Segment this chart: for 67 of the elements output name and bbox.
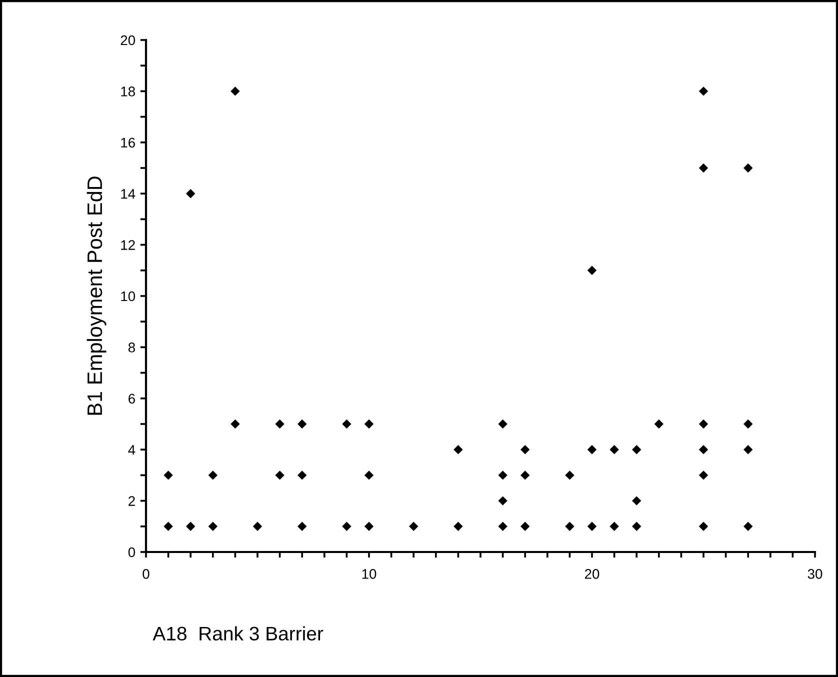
x-axis-title: A18 Rank 3 Barrier: [152, 626, 324, 641]
point: [364, 522, 374, 532]
y-axis-title: B1 Employment Post EdD: [86, 176, 106, 415]
point: [587, 444, 597, 454]
y-tick-label: 10: [121, 291, 136, 302]
point: [230, 86, 240, 96]
y-tick-label: 2: [128, 496, 135, 506]
point: [208, 470, 218, 480]
point: [342, 419, 352, 429]
x-tick-label: 30: [808, 569, 822, 579]
point: [186, 522, 196, 532]
point: [698, 470, 708, 480]
point: [698, 86, 708, 96]
y-tick-label: 0: [128, 547, 136, 558]
point: [698, 522, 708, 532]
point: [454, 444, 463, 454]
point: [698, 444, 708, 454]
y-tick-label: 14: [121, 189, 136, 199]
point: [587, 266, 597, 276]
point: [743, 163, 753, 173]
x-tick-label: 20: [584, 569, 600, 579]
point: [565, 470, 574, 480]
point: [632, 444, 642, 454]
point: [743, 444, 753, 454]
point: [698, 419, 708, 429]
point: [230, 419, 240, 429]
point: [743, 522, 753, 532]
point: [297, 470, 307, 480]
x-tick-label: 10: [362, 569, 376, 579]
point: [297, 522, 307, 532]
point: [498, 419, 508, 429]
point: [297, 419, 307, 429]
y-tick-label: 18: [121, 86, 135, 96]
point: [520, 522, 530, 532]
point: [208, 522, 218, 532]
point: [275, 470, 284, 480]
y-tick-label: 4: [128, 445, 136, 455]
point: [275, 419, 284, 429]
point: [587, 522, 597, 532]
y-tick-label: 20: [120, 35, 136, 46]
point: [498, 496, 508, 506]
point: [520, 444, 530, 454]
y-tick-label: 16: [121, 138, 135, 148]
point: [342, 522, 352, 532]
point: [520, 470, 530, 480]
point: [498, 470, 508, 480]
point: [164, 522, 173, 532]
point: [364, 470, 374, 480]
point: [610, 522, 619, 532]
y-tick-label: 8: [128, 342, 135, 352]
point: [632, 522, 642, 532]
point: [186, 188, 196, 198]
point: [610, 444, 619, 454]
point: [364, 419, 374, 429]
point: [498, 522, 508, 532]
point: [632, 496, 642, 506]
point: [164, 470, 173, 480]
point: [698, 163, 708, 173]
y-tick-label: 12: [121, 240, 135, 250]
point: [252, 522, 262, 532]
point: [408, 522, 418, 532]
point: [654, 419, 664, 429]
point: [565, 522, 574, 532]
point: [743, 419, 753, 429]
x-tick-label: 0: [142, 569, 150, 579]
y-tick-label: 6: [128, 394, 135, 404]
point: [454, 522, 463, 532]
